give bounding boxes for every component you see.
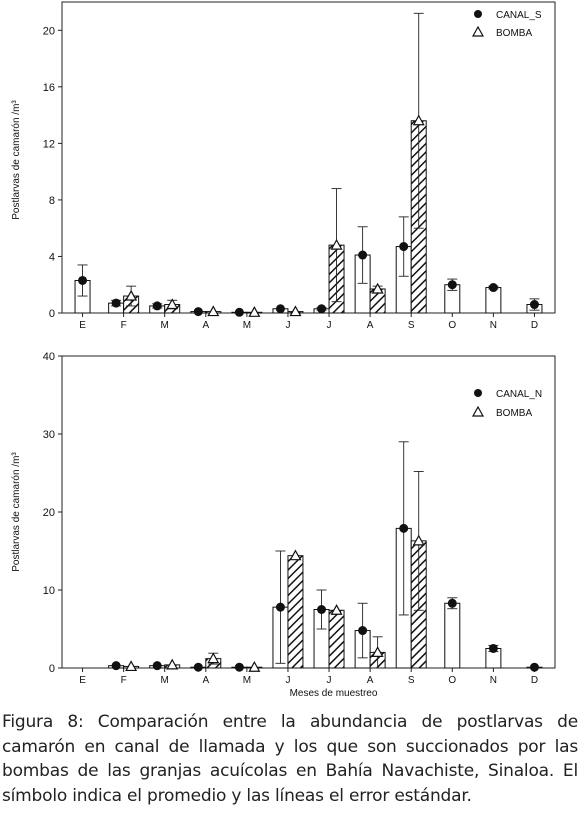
x-tick-label: D [531,675,538,686]
mean-marker-triangle [248,306,261,317]
mean-marker-circle [275,304,285,314]
y-tick-label: 20 [43,507,55,519]
mean-marker-circle [152,301,162,311]
mean-marker-triangle [207,652,220,664]
x-tick-label: E [79,320,86,331]
y-tick-label: 10 [43,585,55,597]
x-tick-label: J [285,675,290,686]
mean-marker-circle [488,283,498,293]
mean-marker-circle [234,307,244,317]
mean-marker-circle [447,280,457,290]
legend-label: CANAL_S [496,10,542,21]
y-axis-label: Postlarvas de camarón /m³ [11,452,22,572]
top-chart-panel: 0 4 8 12 16 20 Postlarvas de camarón /m³ E F M A M J… [11,1,556,331]
x-tick-label: E [79,675,86,686]
y-tick-label: 40 [43,351,55,363]
mean-marker-circle [317,304,327,314]
mean-marker-circle [234,662,244,672]
mean-marker-triangle [412,114,425,126]
bar-bomba [328,609,345,669]
y-tick-label: 8 [49,195,55,207]
figure-chart: 0 4 8 12 16 20 Postlarvas de camarón /m³ E F M A M J… [11,1,556,699]
mean-marker-circle [529,662,539,672]
mean-marker-circle [193,662,203,672]
y-tick-label: 12 [43,138,55,150]
x-tick-label: S [408,320,415,331]
x-tick-label: A [202,675,209,686]
x-tick-label: S [408,675,415,686]
x-tick-label: M [243,675,251,686]
legend-label: CANAL_N [496,389,542,400]
x-tick-label: O [448,320,456,331]
legend-circle-icon [474,10,482,18]
x-axis-label: Meses de muestreo [290,688,378,699]
mean-marker-triangle [207,305,220,317]
mean-marker-circle [447,598,457,608]
legend-triangle-icon [471,25,485,37]
plot-frame [61,1,556,314]
mean-marker-circle [488,644,498,653]
mean-marker-circle [193,307,203,317]
legend-circle-icon [474,389,482,397]
x-tick-label: J [327,320,332,331]
legend-label: BOMBA [496,408,532,419]
mean-marker-circle [399,242,409,252]
x-tick-label: O [448,675,456,686]
y-tick-label: 16 [43,82,55,94]
x-tick-label: D [531,320,538,331]
y-tick-label: 30 [43,429,55,441]
y-tick-label: 4 [49,251,55,263]
mean-marker-triangle [166,298,179,310]
mean-marker-circle [358,626,368,636]
bar-bomba [287,555,304,669]
x-tick-label: M [161,675,169,686]
x-tick-label: A [367,675,374,686]
mean-marker-triangle [125,289,138,301]
legend-label: BOMBA [496,28,532,39]
mean-marker-triangle [248,660,261,672]
mean-marker-triangle [371,282,384,294]
legend-triangle-icon [471,405,485,417]
mean-marker-circle [78,275,88,285]
figure-caption: Figura 8: Comparación entre la abundanci… [2,712,578,806]
y-tick-label: 0 [49,308,55,320]
x-tick-label: F [121,320,127,331]
x-tick-label: J [327,675,332,686]
mean-marker-circle [111,661,121,671]
y-tick-label: 0 [49,663,55,675]
mean-marker-triangle [289,549,302,561]
mean-marker-triangle [330,238,343,250]
mean-marker-triangle [371,646,384,658]
mean-marker-circle [529,300,539,310]
y-axis-label: Postlarvas de camarón /m³ [11,100,22,220]
plot-frame [61,355,556,669]
x-tick-label: N [490,675,497,686]
mean-marker-circle [275,602,285,612]
mean-marker-circle [152,661,162,671]
x-tick-label: M [161,320,169,331]
mean-marker-circle [358,250,368,260]
x-tick-label: A [367,320,374,331]
mean-marker-triangle [166,658,179,670]
mean-marker-triangle [289,305,302,317]
bar-canal_n [444,602,461,669]
bottom-chart-panel: 0 10 20 30 40 Postlarvas de camarón /m³ Meses … [11,351,556,699]
x-tick-label: A [202,320,209,331]
mean-marker-triangle [125,660,138,672]
y-tick-label: 20 [43,25,55,37]
mean-marker-circle [111,298,121,308]
mean-marker-triangle [412,534,425,546]
mean-marker-triangle [330,604,343,615]
mean-marker-circle [317,605,327,614]
x-tick-label: J [285,320,290,331]
x-tick-label: N [490,320,497,331]
x-tick-label: F [121,675,127,686]
x-tick-label: M [243,320,251,331]
mean-marker-circle [399,523,409,533]
